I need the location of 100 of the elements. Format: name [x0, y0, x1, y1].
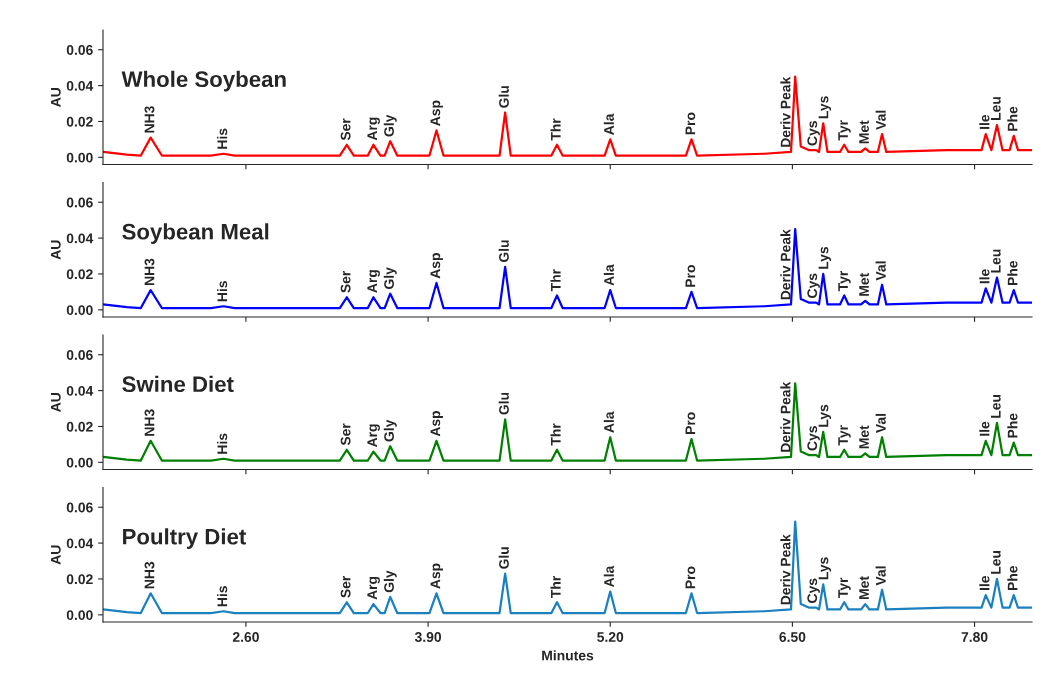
annotation: Phe: [1007, 260, 1018, 285]
annotation: Ser: [340, 423, 351, 446]
annotation: Leu: [991, 249, 1001, 273]
annotation: Glu: [498, 547, 509, 569]
annotation: Met: [859, 425, 869, 449]
annotation: Ile: [979, 421, 990, 436]
annotation: Lys: [818, 246, 832, 269]
x-tick-label: 7.80: [961, 632, 988, 642]
annotation: Gly: [383, 267, 397, 289]
x-tick-label: 6.50: [779, 632, 806, 642]
y-tick-label: 0.00: [66, 610, 93, 620]
annotation: Ala: [603, 565, 614, 587]
annotation: Glu: [498, 392, 509, 415]
annotation: Ser: [340, 575, 351, 598]
line-series: [103, 520, 1032, 615]
x-tick-label: 2.60: [232, 632, 259, 642]
y-tick-label: 0.04: [66, 80, 94, 91]
y-axis-title: AU: [51, 88, 61, 107]
annotation: Pro: [685, 412, 696, 434]
y-tick-label: 0.02: [66, 269, 93, 280]
annotation: Asp: [430, 563, 443, 589]
annotation: Thr: [550, 575, 561, 598]
annotation: Tyr: [838, 270, 851, 292]
annotation: Arg: [367, 117, 380, 141]
annotation: Deriv Peak: [780, 534, 791, 605]
annotation: Ser: [340, 118, 351, 141]
annotation: Glu: [498, 86, 509, 108]
annotation: Thr: [550, 423, 561, 446]
annotation: His: [217, 586, 228, 607]
y-tick-label: 0.02: [66, 421, 93, 432]
annotation: Cys: [807, 273, 820, 298]
annotation: Ile: [979, 114, 990, 129]
annotation: Asp: [430, 253, 443, 279]
text: Whole Soybean: [121, 70, 286, 92]
annotation: Ile: [979, 269, 990, 284]
x-tick-label: 3.90: [414, 632, 442, 642]
annotation: Val: [875, 261, 886, 281]
annotation: Lys: [818, 404, 832, 427]
annotation: Ile: [979, 575, 990, 590]
annotation: Val: [875, 566, 886, 586]
annotation: Met: [859, 120, 869, 144]
annotation: Ser: [340, 270, 351, 293]
annotation: Lys: [818, 557, 832, 580]
annotation: Phe: [1007, 106, 1018, 131]
annotation: His: [217, 433, 228, 454]
annotation: NH3: [144, 561, 155, 589]
text: Poultry Diet: [123, 528, 247, 549]
annotation: Phe: [1007, 413, 1018, 438]
annotation: NH3: [144, 106, 155, 133]
annotation: Deriv Peak: [780, 229, 791, 300]
y-tick-label: 0.04: [66, 385, 94, 396]
y-tick-label: 0.02: [66, 116, 93, 127]
annotation: Asp: [430, 100, 443, 126]
annotation: NH3: [144, 409, 155, 436]
annotation: His: [217, 128, 228, 149]
y-tick-label: 0.04: [66, 233, 94, 244]
annotation: Ala: [603, 411, 614, 433]
annotation: Tyr: [838, 120, 851, 141]
y-tick-label: 0.00: [66, 305, 93, 315]
annotation: Met: [859, 272, 869, 296]
y-tick-label: 0.04: [66, 538, 94, 549]
y-tick-label: 0.00: [66, 152, 93, 163]
x-axis-title: Minutes: [542, 650, 594, 661]
annotation: Gly: [383, 419, 397, 442]
annotation: Leu: [991, 394, 1001, 418]
annotation: Thr: [550, 118, 561, 141]
annotation: Gly: [383, 570, 397, 593]
annotation: Val: [875, 413, 886, 433]
annotation: Phe: [1007, 565, 1018, 590]
annotation: Ala: [603, 113, 614, 135]
annotation: Met: [859, 576, 869, 599]
annotation: NH3: [144, 258, 155, 285]
y-tick-label: 0.02: [66, 574, 93, 585]
annotation: Ala: [603, 264, 614, 286]
annotation: Pro: [685, 265, 696, 287]
annotation: Cys: [807, 426, 820, 451]
annotation: Glu: [498, 240, 509, 263]
text: Soybean Meal: [122, 223, 269, 244]
annotation: Cys: [807, 121, 820, 146]
y-axis-title: AU: [51, 545, 61, 565]
x-tick-label: 5.20: [597, 632, 624, 642]
annotation: Pro: [685, 112, 696, 135]
y-tick-label: 0.06: [66, 45, 93, 55]
annotation: Deriv Peak: [780, 76, 791, 147]
annotation: Tyr: [838, 425, 851, 446]
annotation: Asp: [430, 410, 443, 437]
annotation: Arg: [367, 270, 380, 293]
annotation: Tyr: [838, 577, 851, 598]
annotation: Lys: [818, 96, 832, 119]
annotation: Cys: [807, 578, 820, 603]
y-tick-label: 0.06: [66, 502, 93, 513]
y-tick-label: 0.00: [66, 457, 93, 468]
y-axis-title: AU: [51, 240, 61, 260]
annotation: Arg: [367, 424, 380, 448]
text: Swine Diet: [122, 375, 234, 393]
annotation: Deriv Peak: [780, 381, 791, 452]
y-tick-label: 0.06: [66, 350, 93, 360]
annotation: Arg: [367, 576, 380, 600]
y-tick-label: 0.06: [66, 197, 93, 208]
annotation: Thr: [550, 269, 561, 292]
